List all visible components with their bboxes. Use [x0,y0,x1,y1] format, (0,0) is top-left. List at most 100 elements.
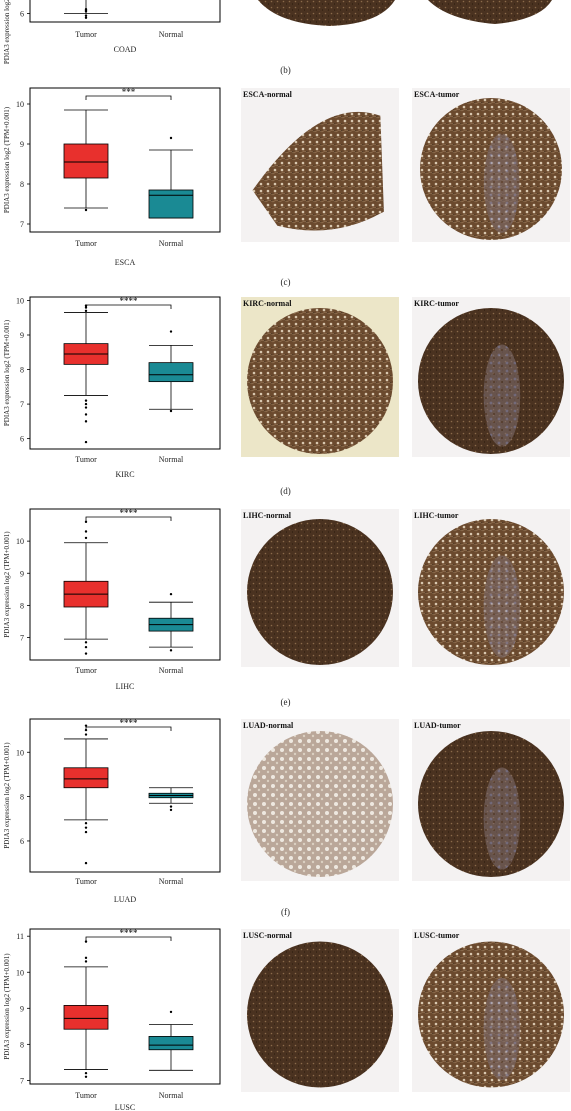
x-axis-label: ESCA [115,258,136,267]
y-tick-label: 8 [20,601,24,610]
y-tick-label: 10 [16,968,24,977]
x-axis-label: LUSC [115,1103,135,1111]
box-normal [148,1010,194,1071]
x-category-label: Tumor [75,1091,97,1100]
box-iqr [63,143,109,179]
box-iqr [148,1036,194,1051]
box-tumor [63,520,109,655]
x-category-label: Tumor [75,666,97,675]
y-axis-label: PDIA3 expression log2 (TPM+0.001) [3,742,11,849]
y-tick-label: 10 [16,296,24,305]
x-axis-label: LIHC [116,682,135,691]
boxplot-luad: 6 8 10 PDIA3 expression log2 (TPM+0.001) ***… [3,718,221,904]
x-category-label: Normal [159,877,184,886]
tissue-core [247,519,393,665]
tissue-core [428,0,552,24]
significance-bracket [85,936,172,941]
ihc-image-label: LUAD-tumor [414,721,461,730]
x-category-label: Tumor [75,455,97,464]
significance-bracket [85,516,172,521]
outlier-point [84,440,88,444]
outlier-point [84,960,88,963]
outlier-point [169,1010,173,1014]
outlier-point [169,136,173,140]
x-category-label: Tumor [75,239,97,248]
outlier-point [84,420,88,423]
x-category-label: Normal [159,30,184,39]
y-tick-label: 9 [20,1004,24,1013]
box-plots-layer: 6 PDIA3 expression log2 (TPM+0.001) Tumor N… [3,0,221,1111]
plot-frame [29,87,221,233]
outlier-point [84,861,88,865]
tissue-region [483,133,520,233]
x-category-label: Normal [159,666,184,675]
y-tick-label: 7 [20,400,24,409]
y-tick-label: 7 [20,220,24,229]
y-axis-label: PDIA3 expression log2 (TPM+0.001) [3,531,11,638]
outlier-point [84,208,88,212]
tissue-core [258,0,395,26]
outlier-point [84,1071,88,1075]
x-category-label: Normal [159,1091,184,1100]
ihc-image-label: ESCA-normal [243,90,293,99]
box-normal [148,592,194,652]
boxplot-coad: 6 PDIA3 expression log2 (TPM+0.001) Tumor N… [3,0,221,64]
ihc-image-label: LIHC-tumor [414,511,459,520]
box-tumor [64,0,108,19]
y-tick-label: 8 [20,1040,24,1049]
ihc-image-kirc-tumor: KIRC-tumor [412,297,570,457]
significance-label: **** [120,296,139,306]
y-tick-label: 7 [20,1076,24,1085]
y-tick-label: 8 [20,793,24,802]
y-tick-label: 8 [20,366,24,375]
outlier-point [84,822,88,825]
outlier-point [84,399,88,402]
tissue-core [247,308,393,454]
box-tumor [63,940,109,1078]
ihc-image-coad-partial [258,0,552,26]
boxplot-esca: 7 8 9 10 PDIA3 expression log2 (TPM+0.001) **… [3,87,221,267]
outlier-point [84,826,88,829]
outlier-point [84,413,88,416]
outlier-point [169,808,173,812]
panel-label-b: (b) [280,65,291,75]
outlier-point [169,649,173,652]
tissue-region [483,344,521,447]
y-axis-label: PDIA3 expression log2 (TPM+0.001) [3,319,11,426]
box-iqr [63,1005,109,1030]
boxplot-lusc: 7 8 9 10 11 PDIA3 expression log2 (TPM+0.001)… [3,928,221,1111]
box-normal [148,787,194,812]
y-tick-label: 10 [16,100,24,109]
box-normal [148,330,194,413]
outlier-point [84,16,88,19]
panel-label-d: (d) [280,486,291,496]
x-axis-label: COAD [114,45,137,54]
y-tick-label: 10 [16,748,24,757]
ihc-image-lusc-tumor: LUSC-tumor [412,929,570,1092]
y-tick-label: 6 [20,837,24,846]
x-category-label: Tumor [75,30,97,39]
outlier-point [84,402,88,406]
box-tumor [63,109,109,212]
box-iqr [63,767,109,789]
box-tumor [63,304,109,444]
outlier-point [84,520,88,524]
y-tick-label: 8 [20,180,24,189]
ihc-image-kirc-normal: KIRC-normal [241,297,399,457]
plot-frame [29,718,221,873]
significance-bracket [85,304,172,309]
ihc-image-luad-tumor: LUAD-tumor [412,719,570,881]
ihc-image-label: KIRC-normal [243,299,292,308]
plot-frame [29,508,221,661]
y-tick-label: 10 [16,537,24,546]
outlier-point [84,309,88,313]
ihc-image-lihc-normal: LIHC-normal [241,509,399,667]
boxplot-kirc: 6 7 8 9 10 PDIA3 expression log2 (TPM+0.001) *… [3,296,221,479]
outlier-point [84,536,88,540]
outlier-point [84,724,88,727]
y-tick-label: 6 [20,10,24,19]
tissue-region [483,555,521,658]
ihc-image-luad-normal: LUAD-normal [241,719,399,881]
ihc-image-esca-tumor: ESCA-tumor [412,88,570,242]
